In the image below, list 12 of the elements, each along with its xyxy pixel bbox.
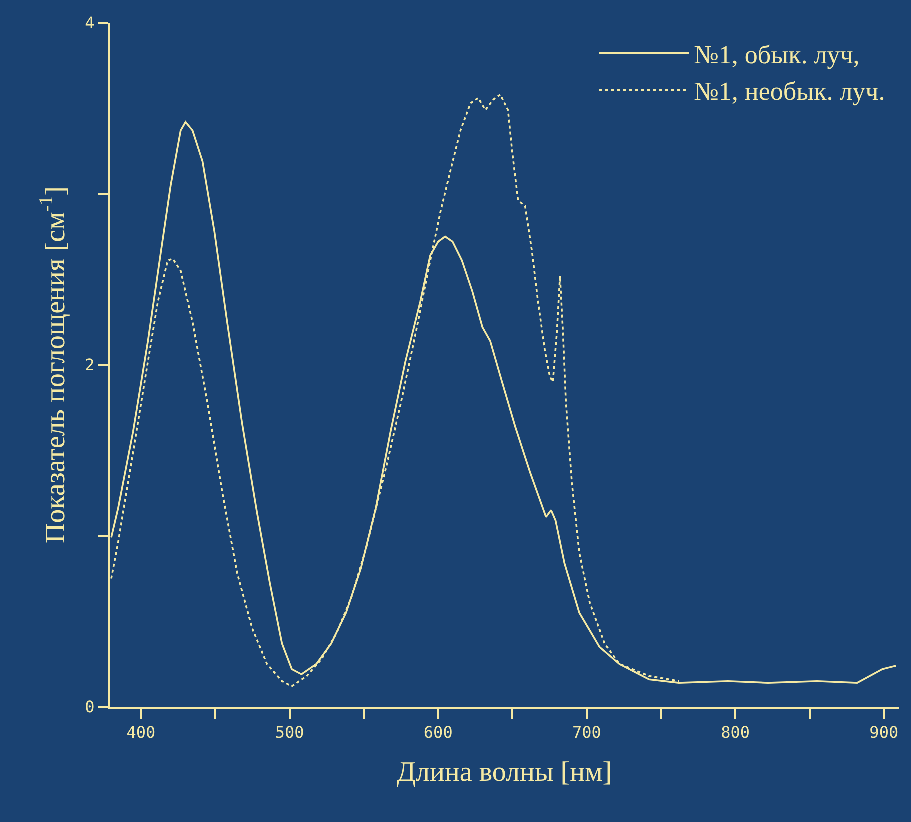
y-tick-label: 0 — [85, 698, 95, 717]
x-tick-label: 700 — [572, 723, 602, 742]
legend-label: №1, необык. луч. — [694, 77, 886, 106]
y-tick-label: 4 — [85, 14, 95, 33]
legend-label: №1, обык. луч, — [694, 40, 860, 70]
x-tick-label: 900 — [870, 723, 899, 742]
x-tick-label: 400 — [126, 723, 156, 742]
x-tick-label: 500 — [275, 723, 304, 742]
x-tick-label: 800 — [721, 723, 750, 742]
y-tick-label: 2 — [85, 356, 95, 375]
x-tick-label: 600 — [424, 723, 453, 742]
x-axis-title: Длина волны [нм] — [396, 756, 612, 788]
